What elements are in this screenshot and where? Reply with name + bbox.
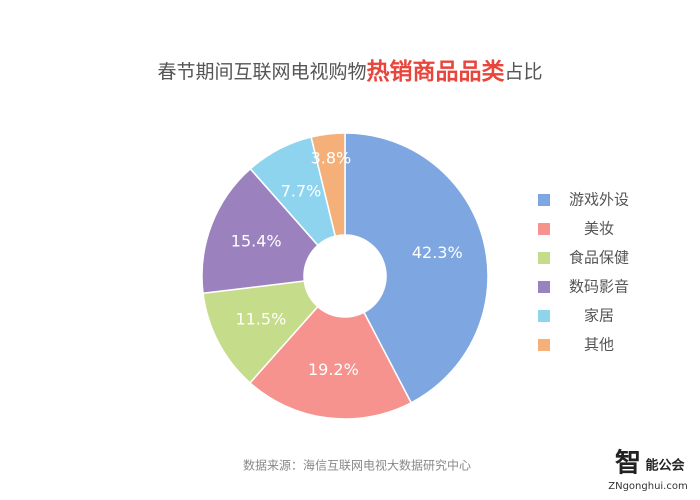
donut-slice bbox=[248, 305, 413, 420]
title-highlight: 热销商品品类 bbox=[367, 58, 505, 85]
watermark-logo: 智 bbox=[615, 449, 641, 479]
data-label: 42.3% bbox=[412, 243, 463, 262]
legend-swatch bbox=[538, 252, 550, 264]
legend-label: 数码影音 bbox=[569, 278, 629, 296]
donut-slice bbox=[344, 132, 489, 404]
donut-slice bbox=[201, 167, 319, 295]
legend-label: 游戏外设 bbox=[569, 191, 629, 209]
chart-title: 春节期间互联网电视购物热销商品品类占比 bbox=[157, 58, 542, 85]
data-label: 3.8% bbox=[311, 148, 352, 167]
title-part: 春节期间互联网电视购物 bbox=[157, 61, 366, 83]
legend-swatch bbox=[538, 223, 550, 235]
legend-swatch bbox=[538, 281, 550, 293]
legend-label: 家居 bbox=[584, 307, 614, 325]
source-note: 数据来源：海信互联网电视大数据研究中心 bbox=[243, 458, 471, 473]
legend-label: 其他 bbox=[584, 336, 614, 354]
data-label: 7.7% bbox=[281, 181, 322, 200]
donut-slice bbox=[310, 132, 346, 238]
title-part: 占比 bbox=[505, 61, 543, 83]
donut-slice bbox=[202, 280, 319, 384]
watermark-url: ZNgonghui.com bbox=[608, 481, 687, 492]
legend-label: 美妆 bbox=[584, 220, 614, 238]
watermark-logo: 能公会 bbox=[645, 458, 685, 474]
legend-label: 食品保健 bbox=[569, 249, 629, 267]
data-label: 19.2% bbox=[308, 360, 359, 379]
legend-swatch bbox=[538, 339, 550, 351]
data-label: 11.5% bbox=[235, 310, 286, 329]
data-label: 15.4% bbox=[231, 232, 282, 251]
legend-swatch bbox=[538, 310, 550, 322]
legend-swatch bbox=[538, 194, 550, 206]
